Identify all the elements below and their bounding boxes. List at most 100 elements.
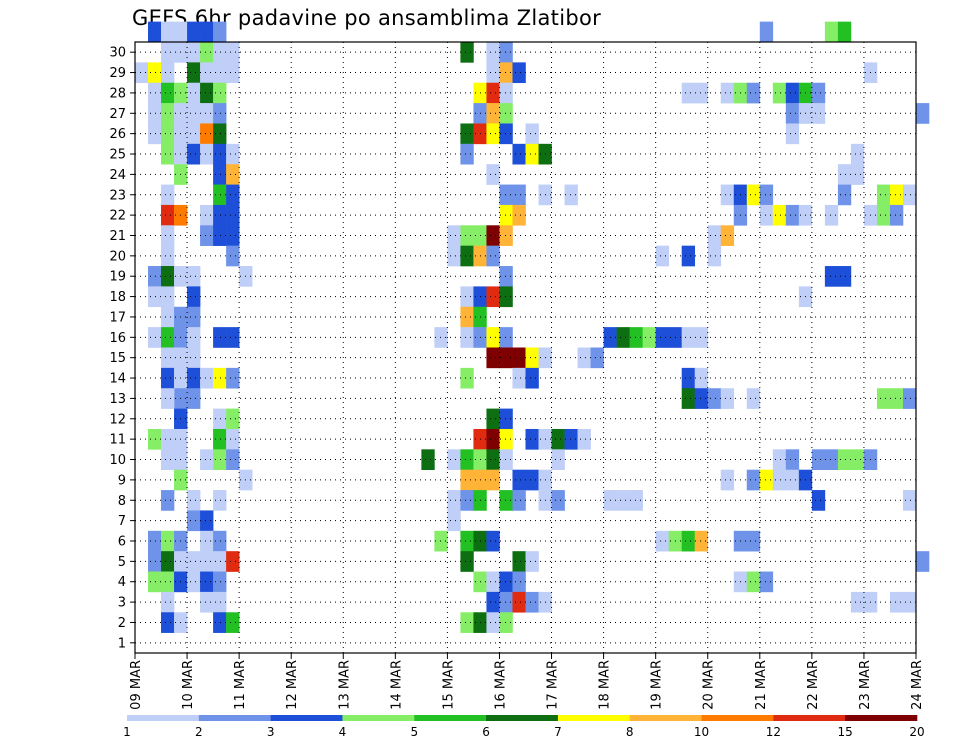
heatmap-cell (161, 62, 175, 84)
heatmap-cell (590, 347, 604, 369)
y-tick-label: 10 (109, 453, 126, 468)
heatmap-cell (902, 388, 917, 409)
heatmap-cell (902, 490, 917, 511)
heatmap-cell (499, 327, 513, 348)
heatmap-cell (200, 143, 214, 165)
heatmap-cell (148, 286, 162, 308)
heatmap-cell (434, 530, 448, 552)
heatmap-cell (746, 184, 761, 206)
heatmap-cell (720, 225, 735, 246)
heatmap-cell (213, 612, 227, 633)
heatmap-cell (707, 245, 722, 267)
heatmap-cell (499, 571, 513, 593)
x-axis: 09 MAR 10 MAR 11 MAR 12 MAR 13 MAR 14 MAR 15 M… (129, 653, 925, 710)
heatmap-cell (460, 42, 474, 63)
heatmap-cell (460, 490, 474, 511)
heatmap-cell (226, 62, 240, 84)
heatmap-cell (499, 286, 513, 308)
heatmap-cell (512, 367, 526, 389)
heatmap-cell (226, 428, 240, 450)
heatmap-cell (759, 204, 774, 226)
heatmap-cell (720, 469, 735, 491)
heatmap-cell (161, 612, 175, 633)
heatmap-cell (850, 143, 865, 165)
heatmap-cell (512, 184, 526, 206)
heatmap-cell (681, 245, 696, 267)
heatmap-cell (551, 449, 565, 470)
heatmap-cell (785, 103, 800, 124)
heatmap-cell (837, 266, 852, 287)
heatmap-cell (616, 327, 630, 348)
legend-swatch (629, 715, 702, 721)
heatmap-cell (512, 469, 526, 491)
y-tick-label: 25 (109, 148, 126, 163)
heatmap-cell (681, 82, 696, 104)
heatmap-cell (499, 347, 513, 369)
heatmap-cell (148, 21, 162, 43)
heatmap-cell (512, 551, 526, 572)
heatmap-cell (460, 367, 474, 389)
heatmap-cell (148, 82, 162, 104)
heatmap-cell (148, 327, 162, 348)
heatmap-cell (525, 591, 539, 613)
heatmap-cell (486, 449, 500, 470)
y-tick-label: 24 (109, 168, 126, 183)
heatmap-cell (759, 184, 774, 206)
y-tick-label: 11 (109, 433, 126, 448)
heatmap-cell (525, 428, 539, 450)
heatmap-cell (759, 21, 774, 43)
heatmap-cell (187, 347, 201, 369)
heatmap-cell (187, 551, 201, 572)
heatmap-cell (486, 42, 500, 63)
heatmap-cell (759, 571, 774, 593)
heatmap-cell (161, 367, 175, 389)
heatmap-cell (486, 62, 500, 84)
heatmap-cell (213, 367, 227, 389)
x-tick-label: 12 MAR (285, 660, 300, 710)
heatmap-cell (525, 551, 539, 572)
heatmap-cell (213, 103, 227, 124)
heatmap-cell (499, 42, 513, 63)
heatmap-cell (161, 225, 175, 246)
heatmap-cell (486, 82, 500, 104)
heatmap-cell (213, 143, 227, 165)
heatmap-cell (499, 408, 513, 430)
legend-tick-label: 15 (838, 725, 853, 739)
y-tick-label: 13 (109, 392, 126, 407)
heatmap-cell (694, 530, 709, 552)
heatmap-cell (525, 123, 539, 145)
heatmap-cell (916, 551, 930, 572)
heatmap-cell (161, 388, 175, 409)
heatmap-cell (486, 347, 500, 369)
heatmap-cell (187, 327, 201, 348)
heatmap-cell (213, 82, 227, 104)
heatmap-cell (720, 388, 735, 409)
heatmap-cell (499, 103, 513, 124)
heatmap-cell (772, 82, 787, 104)
heatmap-cell (226, 143, 240, 165)
heatmap-cell (902, 184, 917, 206)
heatmap-cell (213, 530, 227, 552)
x-tick-label: 22 MAR (806, 660, 821, 710)
heatmap-cell (694, 367, 709, 389)
legend-tick-label: 6 (482, 725, 490, 739)
heatmap-cell (161, 245, 175, 267)
heatmap-cell (876, 204, 891, 226)
heatmap-cell (811, 490, 826, 511)
heatmap-cell (889, 591, 904, 613)
heatmap-cell (187, 306, 201, 328)
y-tick-label: 18 (109, 290, 126, 305)
heatmap-cell (213, 184, 227, 206)
heatmap-cell (824, 266, 839, 287)
heatmap-cell (187, 388, 201, 409)
heatmap-cell (187, 571, 201, 593)
heatmap-cell (213, 490, 227, 511)
heatmap-cell (213, 123, 227, 145)
heatmap-cell (512, 143, 526, 165)
heatmap-cell (785, 82, 800, 104)
legend-tick-label: 3 (267, 725, 275, 739)
heatmap-cell (460, 469, 474, 491)
heatmap-cell (200, 530, 214, 552)
heatmap-cell (564, 184, 578, 206)
heatmap-cell (486, 469, 500, 491)
